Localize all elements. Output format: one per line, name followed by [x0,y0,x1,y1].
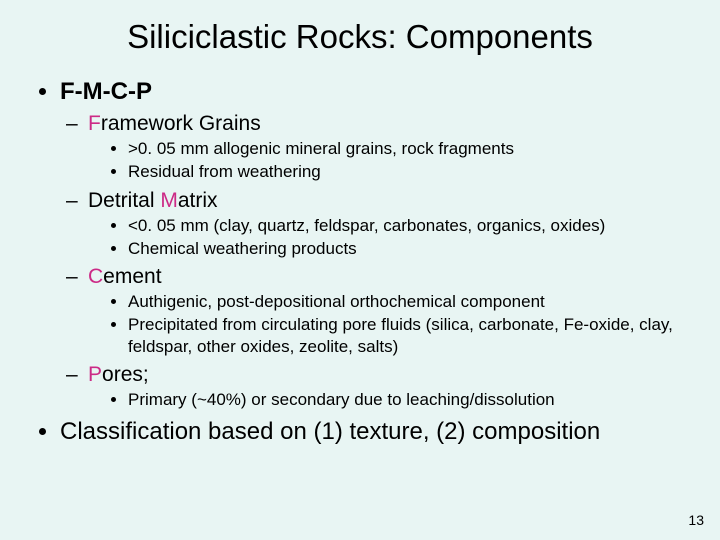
bullet-classification: Classification based on (1) texture, (2)… [60,418,692,446]
bullet-fmcp: F-M-C-P Framework Grains >0. 05 mm allog… [60,78,692,410]
bullet-list-level3: >0. 05 mm allogenic mineral grains, rock… [88,138,692,183]
bullet-list-level1: F-M-C-P Framework Grains >0. 05 mm allog… [28,78,692,446]
item-matrix-pre: Detrital [88,189,160,212]
bullet-list-level2: Framework Grains >0. 05 mm allogenic min… [60,112,692,410]
item-matrix-rest: atrix [178,189,218,212]
list-item: Precipitated from circulating pore fluid… [128,314,692,357]
item-pores-tail: ; [143,363,149,386]
slide: Siliciclastic Rocks: Components F-M-C-P … [0,0,720,540]
bullet-fmcp-label: F-M-C-P [60,78,152,105]
item-cement: Cement Authigenic, post-depositional ort… [88,265,692,357]
item-cement-rest: ement [103,265,161,288]
list-item: Residual from weathering [128,161,692,182]
list-item: >0. 05 mm allogenic mineral grains, rock… [128,138,692,159]
item-pores-rest: ores [102,363,143,386]
list-item: Authigenic, post-depositional orthochemi… [128,291,692,312]
item-framework-rest: ramework Grains [101,112,261,135]
list-item: Primary (~40%) or secondary due to leach… [128,389,692,410]
hl-letter: F [88,112,101,135]
item-framework: Framework Grains >0. 05 mm allogenic min… [88,112,692,183]
list-item: Chemical weathering products [128,238,692,259]
bullet-list-level3: Authigenic, post-depositional orthochemi… [88,291,692,357]
item-matrix: Detrital Matrix <0. 05 mm (clay, quartz,… [88,189,692,260]
item-pores: Pores; Primary (~40%) or secondary due t… [88,363,692,410]
hl-letter: P [88,363,102,386]
list-item: <0. 05 mm (clay, quartz, feldspar, carbo… [128,215,692,236]
page-number: 13 [688,512,704,528]
hl-letter: M [160,189,178,212]
hl-letter: C [88,265,103,288]
bullet-list-level3: <0. 05 mm (clay, quartz, feldspar, carbo… [88,215,692,260]
slide-title: Siliciclastic Rocks: Components [28,18,692,56]
bullet-list-level3: Primary (~40%) or secondary due to leach… [88,389,692,410]
